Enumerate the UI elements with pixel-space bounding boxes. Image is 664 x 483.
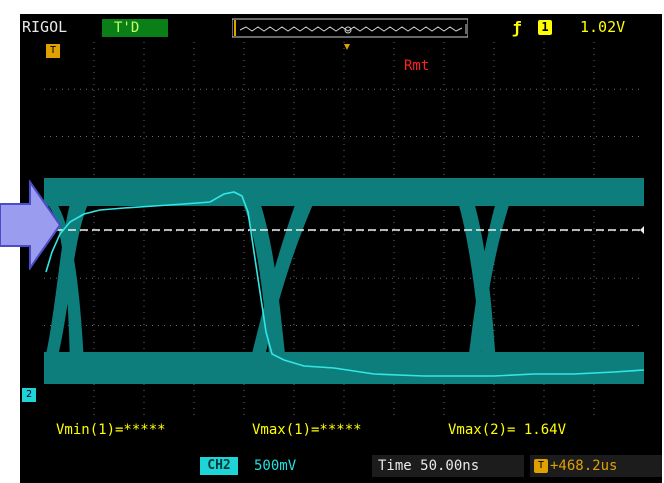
eye-low-band	[44, 352, 644, 384]
brand-label: RIGOL	[22, 18, 68, 36]
channel-label[interactable]: CH2	[200, 457, 238, 475]
measurement-vmax2: Vmax(2)= 1.64V	[448, 422, 567, 438]
eye-edge-left-2	[44, 204, 88, 364]
measurement-vmin1: Vmin(1)=*****	[56, 422, 166, 438]
status-bar: RIGOL T'D ƒ 1 1.02V	[20, 14, 662, 42]
memory-position-bar	[232, 18, 468, 38]
waveform-grid	[44, 42, 644, 420]
trigger-level: 1.02V	[580, 18, 626, 36]
eye-edge-right-b	[468, 202, 510, 362]
trigger-channel-icon: 1	[538, 20, 552, 35]
trigger-level-marker	[640, 226, 644, 234]
measurement-vmax1: Vmax(1)=*****	[252, 422, 362, 438]
oscilloscope-screen: RIGOL T'D ƒ 1 1.02V	[20, 14, 662, 483]
trigger-status-badge: T'D	[102, 19, 168, 37]
ch2-ground-marker: 2	[22, 388, 36, 402]
timebase: Time 50.00ns	[372, 455, 524, 477]
rising-edge-icon: ƒ	[512, 18, 522, 37]
trigger-position-marker	[344, 44, 350, 50]
live-trace	[45, 191, 644, 377]
eye-edge-left	[44, 202, 84, 362]
vertical-scale: 500mV	[254, 458, 297, 474]
pointer-arrow-icon	[0, 180, 62, 270]
trigger-marker-icon: T	[46, 44, 60, 58]
horizontal-offset: T +468.2us	[530, 455, 662, 477]
eye-high-band	[44, 178, 644, 206]
eye-edge-right-a	[458, 202, 496, 362]
eye-diagram-traces	[44, 178, 644, 384]
eye-edge-mid-b	[250, 202, 314, 362]
remote-indicator: Rmt	[404, 58, 430, 74]
offset-icon: T	[534, 459, 548, 473]
eye-edge-mid-a	[242, 202, 286, 362]
trigger-info: ƒ 1 1.02V	[492, 18, 660, 38]
offset-value: +468.2us	[550, 458, 618, 474]
